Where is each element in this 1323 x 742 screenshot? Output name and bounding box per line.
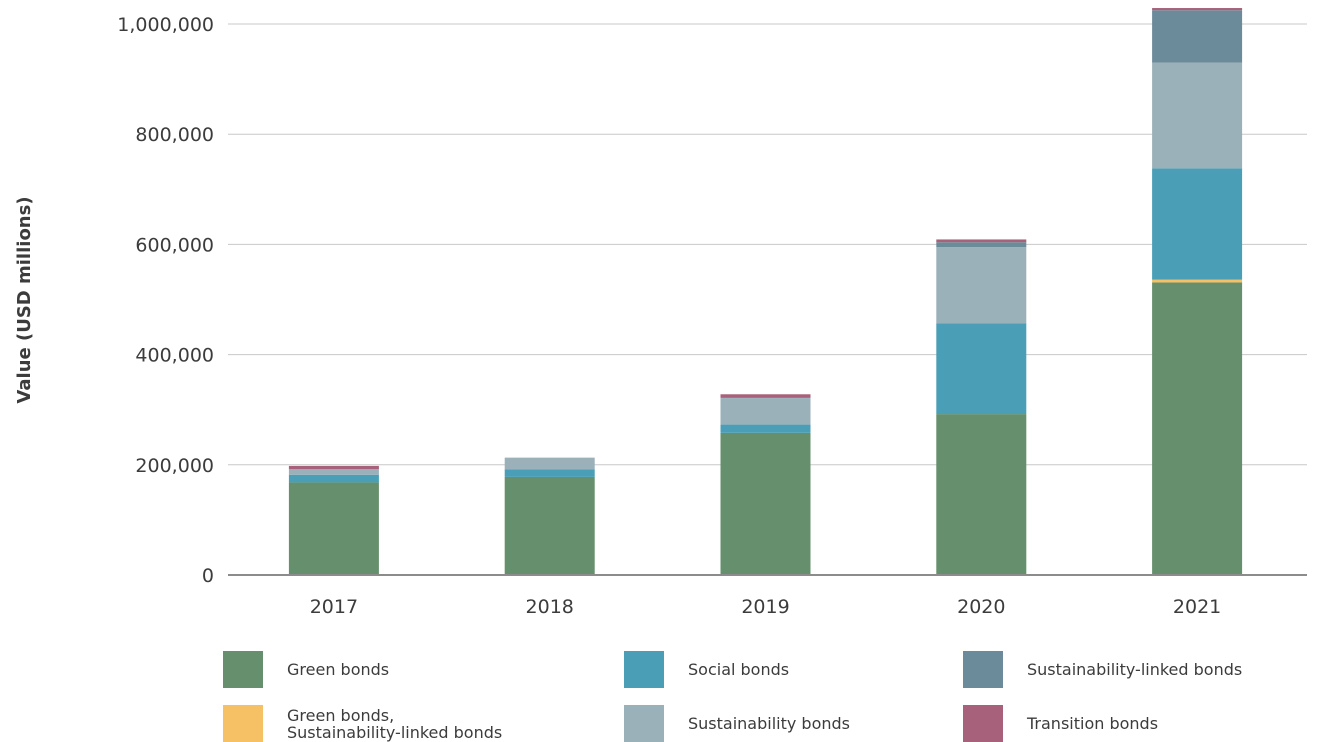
x-tick-label: 2019 — [741, 596, 789, 618]
bar-segment — [1152, 10, 1243, 63]
bar-segment — [720, 424, 811, 433]
axes: 0 200,000 400,000 600,000 800,000 1,000,000 20… — [117, 14, 1307, 618]
x-tick-label: 2017 — [310, 596, 358, 618]
bar-segment — [720, 432, 811, 575]
bar-segment — [288, 469, 379, 475]
bar-segment — [936, 323, 1027, 415]
bar-segment — [504, 469, 595, 477]
bar-segment — [1152, 279, 1243, 283]
y-axis-label: Value (USD millions) — [14, 196, 35, 403]
bar-segment — [1152, 8, 1243, 11]
bars — [288, 8, 1243, 575]
gridlines — [228, 23, 1307, 466]
bar-segment — [936, 414, 1027, 575]
bar-segment — [504, 457, 595, 470]
x-tick-label: 2021 — [1173, 596, 1221, 618]
bar-segment — [504, 476, 595, 575]
bar-segment — [936, 242, 1027, 248]
bar-segment — [936, 247, 1027, 324]
bar-segment — [1152, 62, 1243, 169]
bar-segment — [720, 398, 811, 425]
bar-segment — [936, 239, 1027, 243]
bar-segment — [720, 397, 811, 399]
bar-segment — [288, 482, 379, 575]
x-tick-label: 2018 — [526, 596, 574, 618]
y-tick-label: 1,000,000 — [117, 14, 214, 36]
bar-segment — [1152, 282, 1243, 575]
bar-segment — [288, 474, 379, 483]
y-tick-label: 400,000 — [135, 345, 214, 367]
x-tick-label: 2020 — [957, 596, 1005, 618]
y-tick-label: 200,000 — [135, 455, 214, 477]
bar-segment — [1152, 168, 1243, 280]
y-tick-label: 0 — [202, 565, 214, 587]
bar-segment — [288, 465, 379, 470]
y-tick-label: 800,000 — [135, 124, 214, 146]
y-tick-label: 600,000 — [135, 234, 214, 256]
bar-segment — [720, 394, 811, 398]
